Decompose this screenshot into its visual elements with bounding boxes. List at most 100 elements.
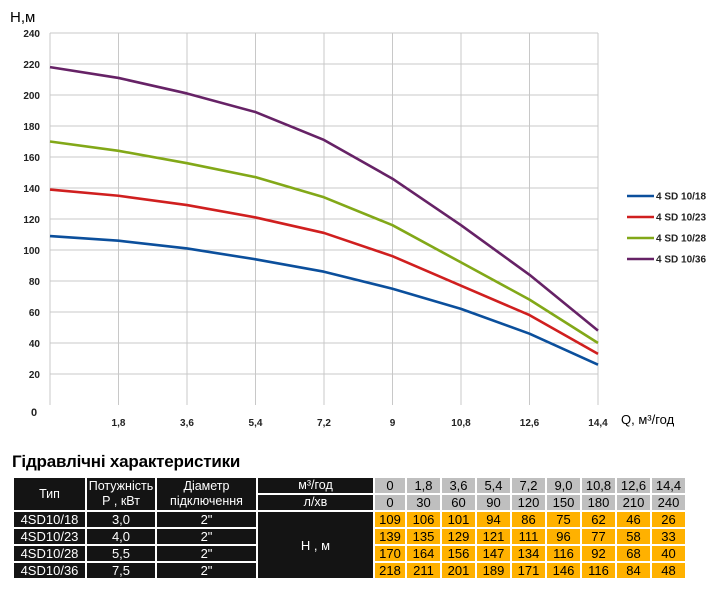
flow-lmin-cell: 60 — [442, 495, 475, 510]
series-line — [49, 65, 599, 332]
cell-type: 4SD10/23 — [14, 529, 85, 544]
head-cell: 164 — [407, 546, 440, 561]
head-cell: 86 — [512, 512, 545, 527]
legend-label: 4 SD 10/23 — [656, 213, 706, 224]
cell-diameter: 2" — [157, 546, 256, 561]
series-line — [49, 188, 599, 355]
y-tick-label: 140 — [23, 184, 40, 195]
head-cell: 116 — [547, 546, 580, 561]
flow-lmin-cell: 240 — [652, 495, 685, 510]
head-cell: 116 — [582, 563, 615, 578]
y-axis-ticks: 240 220 200 180 160 140 120 100 80 60 40 20 — [23, 29, 40, 381]
head-cell: 129 — [442, 529, 475, 544]
head-cell: 111 — [512, 529, 545, 544]
x-tick-label: 1,8 — [112, 418, 126, 429]
cell-power: 3,0 — [87, 512, 155, 527]
flow-lmin-cell: 30 — [407, 495, 440, 510]
flow-m3h-cell: 3,6 — [442, 478, 475, 493]
flow-m3h-cell: 12,6 — [617, 478, 650, 493]
head-cell: 48 — [652, 563, 685, 578]
y-tick-label: 200 — [23, 91, 40, 102]
head-cell: 77 — [582, 529, 615, 544]
flow-lmin-cell: 90 — [477, 495, 510, 510]
head-cell: 106 — [407, 512, 440, 527]
table-title: Гідравлічні характеристики — [12, 452, 241, 471]
x-tick-label: 12,6 — [520, 418, 540, 429]
flow-m3h-cell: 0 — [375, 478, 405, 493]
legend-label: 4 SD 10/28 — [656, 234, 706, 245]
header-row-lmin: л/хв 0 30 60 90 120 150 180 210 240 — [14, 495, 685, 510]
y-tick-label: 100 — [23, 246, 40, 257]
cell-diameter: 2" — [157, 563, 256, 578]
pump-performance-chart: 240 220 200 180 160 140 120 100 80 60 40 20 1,8 3,6 5… — [10, 9, 706, 429]
y-tick-label: 220 — [23, 60, 40, 71]
head-cell: 211 — [407, 563, 440, 578]
header-head: Н , м — [258, 512, 373, 578]
head-cell: 170 — [375, 546, 405, 561]
x-tick-label: 9 — [390, 418, 396, 429]
flow-lmin-cell: 180 — [582, 495, 615, 510]
x-axis-label: Q, м³/год — [621, 412, 675, 427]
cell-diameter: 2" — [157, 512, 256, 527]
header-unit-lmin: л/хв — [258, 495, 373, 510]
x-tick-label: 10,8 — [451, 418, 471, 429]
head-cell: 139 — [375, 529, 405, 544]
hydraulic-table: Тип Потужність Р , кВт Діаметр підключен… — [12, 476, 687, 580]
cell-power: 7,5 — [87, 563, 155, 578]
head-cell: 156 — [442, 546, 475, 561]
y-tick-label: 80 — [29, 277, 41, 288]
header-unit-m3h: м³/год — [258, 478, 373, 493]
x-tick-label: 14,4 — [588, 418, 608, 429]
head-cell: 33 — [652, 529, 685, 544]
table-row-4sd10-23: 4SD10/23 4,0 2" 139 135 129 121 111 96 7… — [14, 529, 685, 544]
head-cell: 201 — [442, 563, 475, 578]
chart-grid — [49, 32, 599, 405]
head-cell: 62 — [582, 512, 615, 527]
y-tick-label: 240 — [23, 29, 40, 40]
flow-m3h-cell: 9,0 — [547, 478, 580, 493]
head-cell: 94 — [477, 512, 510, 527]
flow-m3h-cell: 5,4 — [477, 478, 510, 493]
cell-type: 4SD10/36 — [14, 563, 85, 578]
x-tick-label: 7,2 — [317, 418, 331, 429]
flow-m3h-cell: 10,8 — [582, 478, 615, 493]
head-cell: 84 — [617, 563, 650, 578]
origin-label: 0 — [31, 407, 37, 419]
head-cell: 121 — [477, 529, 510, 544]
head-cell: 75 — [547, 512, 580, 527]
x-tick-label: 5,4 — [249, 418, 263, 429]
y-tick-label: 160 — [23, 153, 40, 164]
y-tick-label: 40 — [29, 339, 41, 350]
head-cell: 96 — [547, 529, 580, 544]
header-row-m3h: Тип Потужність Р , кВт Діаметр підключен… — [14, 478, 685, 510]
y-tick-label: 60 — [29, 308, 41, 319]
cell-type: 4SD10/18 — [14, 512, 85, 527]
flow-lmin-cell: 210 — [617, 495, 650, 510]
y-tick-label: 180 — [23, 122, 40, 133]
flow-m3h-cell: 14,4 — [652, 478, 685, 493]
series-line — [49, 234, 599, 366]
table-row-4sd10-18: 4SD10/18 3,0 2" Н , м 109 106 101 94 86 … — [14, 512, 685, 578]
head-cell: 40 — [652, 546, 685, 561]
legend-label: 4 SD 10/36 — [656, 255, 706, 266]
head-cell: 58 — [617, 529, 650, 544]
x-tick-label: 3,6 — [180, 418, 194, 429]
chart-legend: 4 SD 10/18 4 SD 10/23 4 SD 10/28 4 SD 10/36 — [627, 192, 706, 266]
header-diameter: Діаметр підключення — [157, 478, 256, 510]
y-tick-label: 20 — [29, 370, 41, 381]
head-cell: 109 — [375, 512, 405, 527]
head-cell: 26 — [652, 512, 685, 527]
flow-lmin-cell: 120 — [512, 495, 545, 510]
head-cell: 189 — [477, 563, 510, 578]
head-cell: 135 — [407, 529, 440, 544]
y-tick-label: 120 — [23, 215, 40, 226]
head-cell: 46 — [617, 512, 650, 527]
flow-lmin-cell: 150 — [547, 495, 580, 510]
header-type: Тип — [14, 478, 85, 510]
cell-type: 4SD10/28 — [14, 546, 85, 561]
table-row-4sd10-28: 4SD10/28 5,5 2" 170 164 156 147 134 116 … — [14, 546, 685, 561]
cell-power: 4,0 — [87, 529, 155, 544]
cell-power: 5,5 — [87, 546, 155, 561]
legend-label: 4 SD 10/18 — [656, 192, 706, 203]
head-cell: 68 — [617, 546, 650, 561]
